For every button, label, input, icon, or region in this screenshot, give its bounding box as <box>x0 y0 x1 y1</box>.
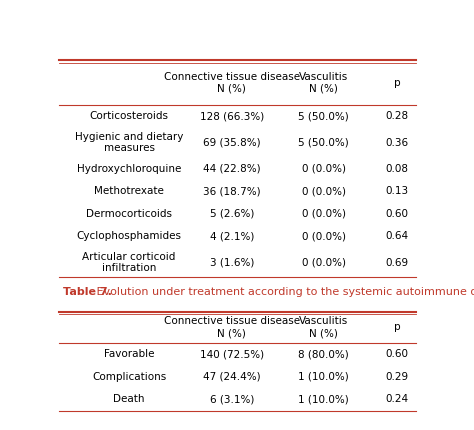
Text: 1 (10.0%): 1 (10.0%) <box>298 372 349 382</box>
Text: 0.69: 0.69 <box>386 258 409 267</box>
Text: Death: Death <box>113 394 145 404</box>
Text: 3 (1.6%): 3 (1.6%) <box>210 258 254 267</box>
Text: 0.60: 0.60 <box>386 209 409 219</box>
Text: Vasculitis
N (%): Vasculitis N (%) <box>299 72 348 94</box>
Text: Connective tissue disease
N (%): Connective tissue disease N (%) <box>164 316 300 338</box>
Text: Methotrexate: Methotrexate <box>94 186 164 197</box>
Text: Hygienic and dietary
measures: Hygienic and dietary measures <box>75 132 183 154</box>
Text: 6 (3.1%): 6 (3.1%) <box>210 394 254 404</box>
Text: 47 (24.4%): 47 (24.4%) <box>203 372 261 382</box>
Text: 0.08: 0.08 <box>386 164 409 174</box>
Text: Table 7.: Table 7. <box>63 287 112 297</box>
Text: Connective tissue disease
N (%): Connective tissue disease N (%) <box>164 72 300 94</box>
Text: 5 (2.6%): 5 (2.6%) <box>210 209 254 219</box>
Text: Hydroxychloroquine: Hydroxychloroquine <box>77 164 181 174</box>
Text: Dermocorticoids: Dermocorticoids <box>86 209 172 219</box>
Text: Complications: Complications <box>92 372 166 382</box>
Text: 0 (0.0%): 0 (0.0%) <box>302 209 346 219</box>
Text: 140 (72.5%): 140 (72.5%) <box>200 349 264 359</box>
Text: Articular corticoid
infiltration: Articular corticoid infiltration <box>82 252 176 273</box>
Text: 0.28: 0.28 <box>386 111 409 122</box>
Text: 0 (0.0%): 0 (0.0%) <box>302 231 346 241</box>
Text: 0.29: 0.29 <box>386 372 409 382</box>
Text: 0.13: 0.13 <box>386 186 409 197</box>
Text: 4 (2.1%): 4 (2.1%) <box>210 231 254 241</box>
Text: 0.64: 0.64 <box>386 231 409 241</box>
Text: 69 (35.8%): 69 (35.8%) <box>203 138 261 147</box>
Text: 0.60: 0.60 <box>386 349 409 359</box>
Text: Evolution under treatment according to the systemic autoimmune disease.: Evolution under treatment according to t… <box>93 287 474 297</box>
Text: Favorable: Favorable <box>104 349 155 359</box>
Text: 0 (0.0%): 0 (0.0%) <box>302 258 346 267</box>
Text: 0.36: 0.36 <box>386 138 409 147</box>
Text: 128 (66.3%): 128 (66.3%) <box>200 111 264 122</box>
Text: 5 (50.0%): 5 (50.0%) <box>298 138 349 147</box>
Text: 44 (22.8%): 44 (22.8%) <box>203 164 261 174</box>
Text: Corticosteroids: Corticosteroids <box>90 111 169 122</box>
Text: p: p <box>394 78 401 88</box>
Text: Vasculitis
N (%): Vasculitis N (%) <box>299 316 348 338</box>
Text: p: p <box>394 322 401 332</box>
Text: 0.24: 0.24 <box>386 394 409 404</box>
Text: 0 (0.0%): 0 (0.0%) <box>302 164 346 174</box>
Text: 1 (10.0%): 1 (10.0%) <box>298 394 349 404</box>
Text: 0 (0.0%): 0 (0.0%) <box>302 186 346 197</box>
Text: 36 (18.7%): 36 (18.7%) <box>203 186 261 197</box>
Text: 5 (50.0%): 5 (50.0%) <box>298 111 349 122</box>
Text: Cyclophosphamides: Cyclophosphamides <box>76 231 182 241</box>
Text: 8 (80.0%): 8 (80.0%) <box>298 349 349 359</box>
